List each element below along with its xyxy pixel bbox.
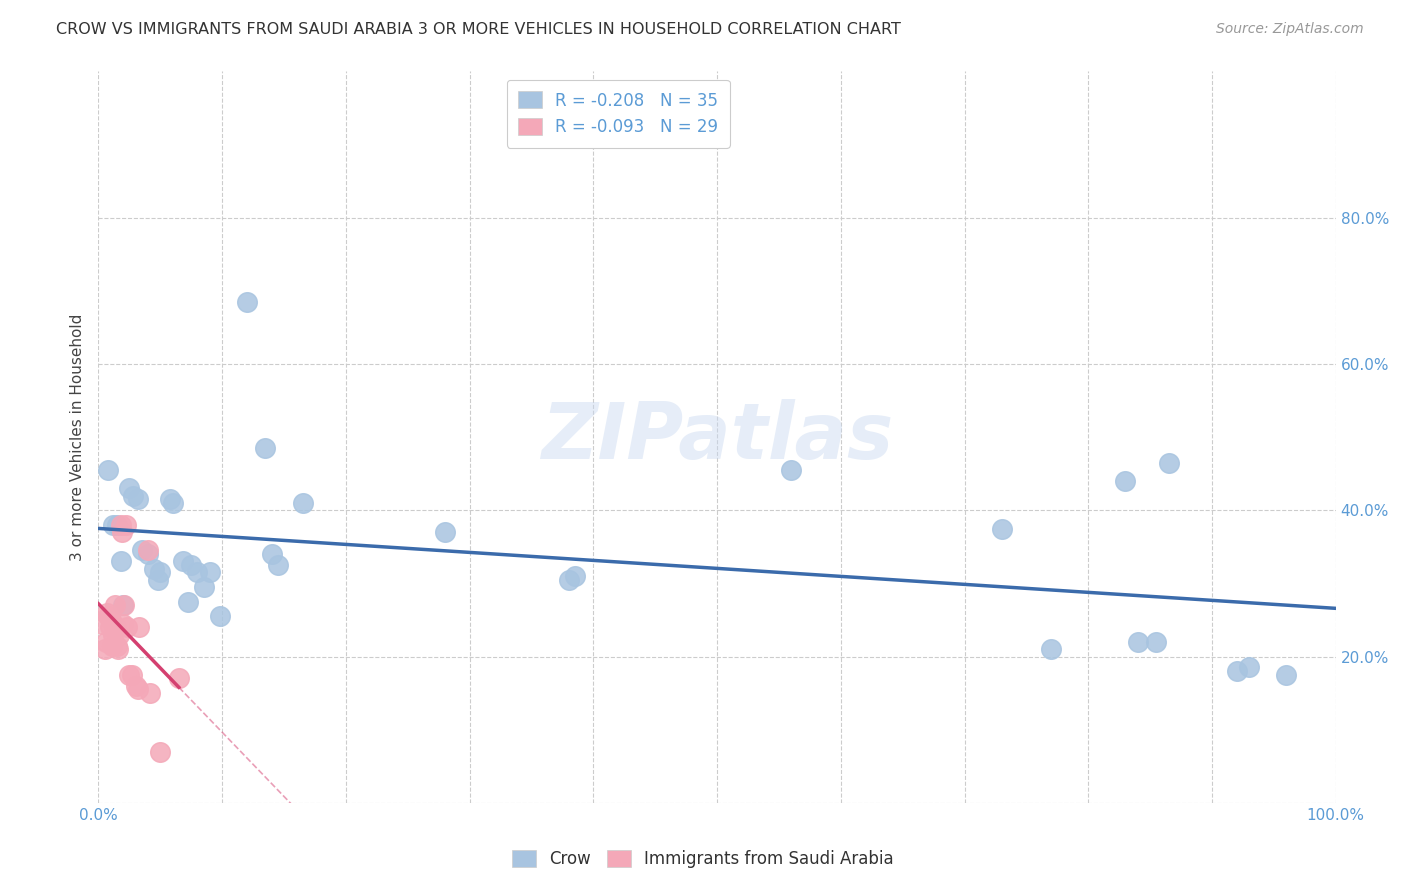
- Point: [208, 609, 231, 624]
- Point: [105, 639, 128, 653]
- Point: [176, 594, 198, 608]
- Point: [127, 682, 149, 697]
- Point: [96, 606, 118, 620]
- Point: [114, 517, 136, 532]
- Point: [1040, 642, 1063, 657]
- Point: [149, 745, 172, 759]
- Point: [122, 489, 145, 503]
- Point: [107, 642, 129, 657]
- Point: [98, 620, 121, 634]
- Point: [149, 566, 172, 580]
- Point: [103, 627, 125, 641]
- Point: [124, 679, 146, 693]
- Point: [103, 599, 125, 613]
- Point: [93, 642, 115, 657]
- Point: [172, 554, 194, 568]
- Point: [136, 547, 159, 561]
- Point: [1114, 474, 1136, 488]
- Point: [1237, 660, 1260, 674]
- Point: [101, 639, 124, 653]
- Point: [94, 635, 117, 649]
- Point: [91, 616, 114, 631]
- Point: [267, 558, 290, 573]
- Point: [104, 620, 127, 634]
- Point: [564, 569, 586, 583]
- Point: [103, 517, 125, 532]
- Point: [136, 543, 159, 558]
- Point: [780, 463, 803, 477]
- Point: [167, 672, 190, 686]
- Point: [162, 496, 184, 510]
- Point: [139, 686, 162, 700]
- Legend: R = -0.208   N = 35, R = -0.093   N = 29: R = -0.208 N = 35, R = -0.093 N = 29: [506, 79, 730, 148]
- Point: [198, 566, 221, 580]
- Y-axis label: 3 or more Vehicles in Household: 3 or more Vehicles in Household: [69, 313, 84, 561]
- Point: [118, 667, 141, 681]
- Point: [118, 481, 141, 495]
- Point: [557, 573, 579, 587]
- Point: [186, 566, 208, 580]
- Point: [112, 599, 135, 613]
- Point: [121, 667, 143, 681]
- Point: [146, 573, 169, 587]
- Point: [291, 496, 314, 510]
- Point: [143, 562, 166, 576]
- Point: [433, 525, 456, 540]
- Point: [100, 613, 122, 627]
- Point: [128, 620, 150, 634]
- Point: [110, 517, 132, 532]
- Point: [111, 525, 134, 540]
- Point: [112, 616, 135, 631]
- Point: [1275, 667, 1298, 681]
- Text: ZIPatlas: ZIPatlas: [541, 399, 893, 475]
- Legend: Crow, Immigrants from Saudi Arabia: Crow, Immigrants from Saudi Arabia: [506, 843, 900, 875]
- Point: [180, 558, 202, 573]
- Point: [97, 463, 120, 477]
- Point: [127, 492, 149, 507]
- Point: [112, 599, 135, 613]
- Point: [110, 554, 132, 568]
- Point: [1157, 456, 1180, 470]
- Point: [236, 294, 259, 309]
- Point: [97, 609, 120, 624]
- Point: [131, 543, 153, 558]
- Text: Source: ZipAtlas.com: Source: ZipAtlas.com: [1216, 22, 1364, 37]
- Point: [193, 580, 215, 594]
- Point: [260, 547, 283, 561]
- Point: [115, 620, 138, 634]
- Point: [990, 521, 1012, 535]
- Text: CROW VS IMMIGRANTS FROM SAUDI ARABIA 3 OR MORE VEHICLES IN HOUSEHOLD CORRELATION: CROW VS IMMIGRANTS FROM SAUDI ARABIA 3 O…: [56, 22, 901, 37]
- Point: [105, 517, 128, 532]
- Point: [1126, 635, 1149, 649]
- Point: [254, 441, 277, 455]
- Point: [108, 627, 131, 641]
- Point: [1226, 664, 1249, 678]
- Point: [1144, 635, 1167, 649]
- Point: [159, 492, 181, 507]
